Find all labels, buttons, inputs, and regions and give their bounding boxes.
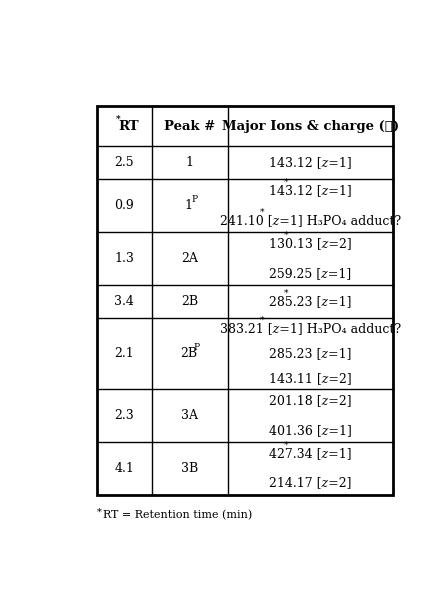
Text: P: P [191,195,198,204]
Text: 2.1: 2.1 [115,347,134,360]
Text: 143.12 [𝑧=1]: 143.12 [𝑧=1] [269,156,352,169]
Text: 1: 1 [185,199,193,212]
Text: 1.3: 1.3 [115,252,134,265]
Text: 143.12 [𝑧=1]: 143.12 [𝑧=1] [269,185,352,197]
Text: 3B: 3B [181,462,198,475]
Text: 241.10 [𝑧=1] H₃PO₄ adduct?: 241.10 [𝑧=1] H₃PO₄ adduct? [220,214,400,227]
Text: 285.23 [𝑧=1]: 285.23 [𝑧=1] [269,347,351,360]
Text: 427.34 [𝑧=1]: 427.34 [𝑧=1] [269,447,352,460]
Text: 214.17 [𝑧=2]: 214.17 [𝑧=2] [269,477,351,489]
Text: RT: RT [118,120,139,133]
Text: 130.13 [𝑧=2]: 130.13 [𝑧=2] [269,237,352,250]
Text: *: * [259,208,264,217]
Text: 143.11 [𝑧=2]: 143.11 [𝑧=2] [269,372,352,385]
Text: *: * [116,115,120,124]
Text: 2B: 2B [180,347,197,360]
Text: *: * [284,288,289,297]
Text: 285.23 [𝑧=1]: 285.23 [𝑧=1] [269,295,351,308]
Text: 3.4: 3.4 [115,295,134,308]
Text: *: * [284,178,289,187]
Text: *: * [284,440,289,450]
Text: 2.5: 2.5 [115,156,134,169]
Text: 4.1: 4.1 [115,462,134,475]
Text: Major Ions & charge (𝑧): Major Ions & charge (𝑧) [222,120,399,133]
Text: P: P [193,343,199,352]
Text: 259.25 [𝑧=1]: 259.25 [𝑧=1] [269,267,351,280]
Text: *: * [284,231,289,240]
Text: 2A: 2A [181,252,198,265]
Text: 201.18 [𝑧=2]: 201.18 [𝑧=2] [269,394,352,407]
Text: 383.21 [𝑧=1] H₃PO₄ adduct?: 383.21 [𝑧=1] H₃PO₄ adduct? [220,322,400,335]
Text: RT = Retention time (min): RT = Retention time (min) [103,510,252,520]
Bar [97,106,392,495]
Text: 401.36 [𝑧=1]: 401.36 [𝑧=1] [269,424,352,437]
Text: 3A: 3A [181,409,198,422]
Text: Peak #: Peak # [164,120,215,133]
Text: 0.9: 0.9 [115,199,134,212]
Text: 1: 1 [186,156,194,169]
Text: 2.3: 2.3 [115,409,134,422]
Text: *: * [259,316,264,325]
Text: *: * [97,507,102,517]
Text: 2B: 2B [181,295,198,308]
